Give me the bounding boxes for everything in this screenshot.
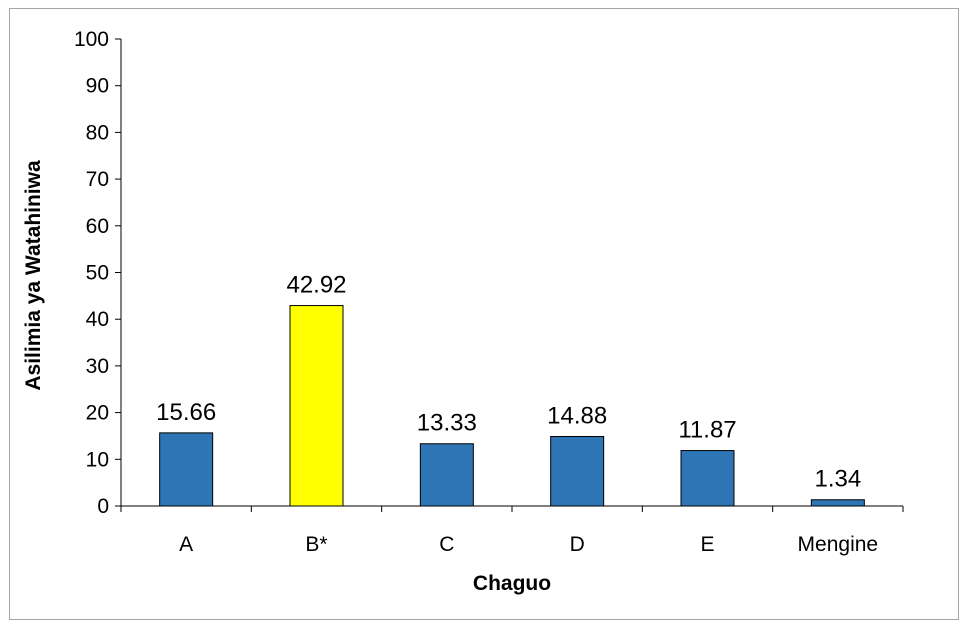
x-tick-label: C xyxy=(439,533,454,556)
y-tick-label: 30 xyxy=(86,355,109,378)
y-tick-label: 40 xyxy=(86,308,109,331)
bar-mengine xyxy=(810,499,865,507)
x-tick-label: Mengine xyxy=(798,533,879,556)
data-label: 15.66 xyxy=(156,399,216,426)
data-label: 13.33 xyxy=(417,410,477,437)
y-tick-label: 50 xyxy=(86,262,109,285)
bar-a xyxy=(159,432,214,507)
y-tick-label: 20 xyxy=(86,402,109,425)
y-tick-label: 90 xyxy=(86,75,109,98)
y-tick-label: 10 xyxy=(86,448,109,471)
x-tick-label: D xyxy=(570,533,585,556)
x-axis-title: Chaguo xyxy=(473,572,551,595)
x-axis-ticks: A B* C D E Mengine xyxy=(120,506,904,556)
x-tick-label: B* xyxy=(305,533,327,556)
y-tick-label: 100 xyxy=(74,28,109,51)
data-labels: 15.66 42.92 13.33 14.88 11.87 1.34 xyxy=(156,272,861,493)
y-axis-ticks: 0 10 20 30 40 50 60 70 80 90 100 xyxy=(74,28,121,518)
x-tick-label: E xyxy=(700,533,714,556)
data-label: 1.34 xyxy=(814,466,861,493)
y-tick-label: 0 xyxy=(97,495,109,518)
data-label: 14.88 xyxy=(547,403,607,430)
bar-e xyxy=(680,450,735,507)
bar-b xyxy=(289,305,344,507)
x-tick-label: A xyxy=(179,533,193,556)
data-label: 11.87 xyxy=(678,417,736,444)
y-axis-title: Asilimia ya Watahiniwa xyxy=(22,160,45,391)
bar-d xyxy=(550,436,605,507)
bars xyxy=(159,305,865,507)
y-tick-label: 70 xyxy=(86,168,109,191)
y-tick-label: 80 xyxy=(86,121,109,144)
bar-c xyxy=(419,443,474,507)
y-tick-label: 60 xyxy=(86,215,109,238)
data-label: 42.92 xyxy=(286,272,346,299)
chart-frame xyxy=(9,8,959,620)
